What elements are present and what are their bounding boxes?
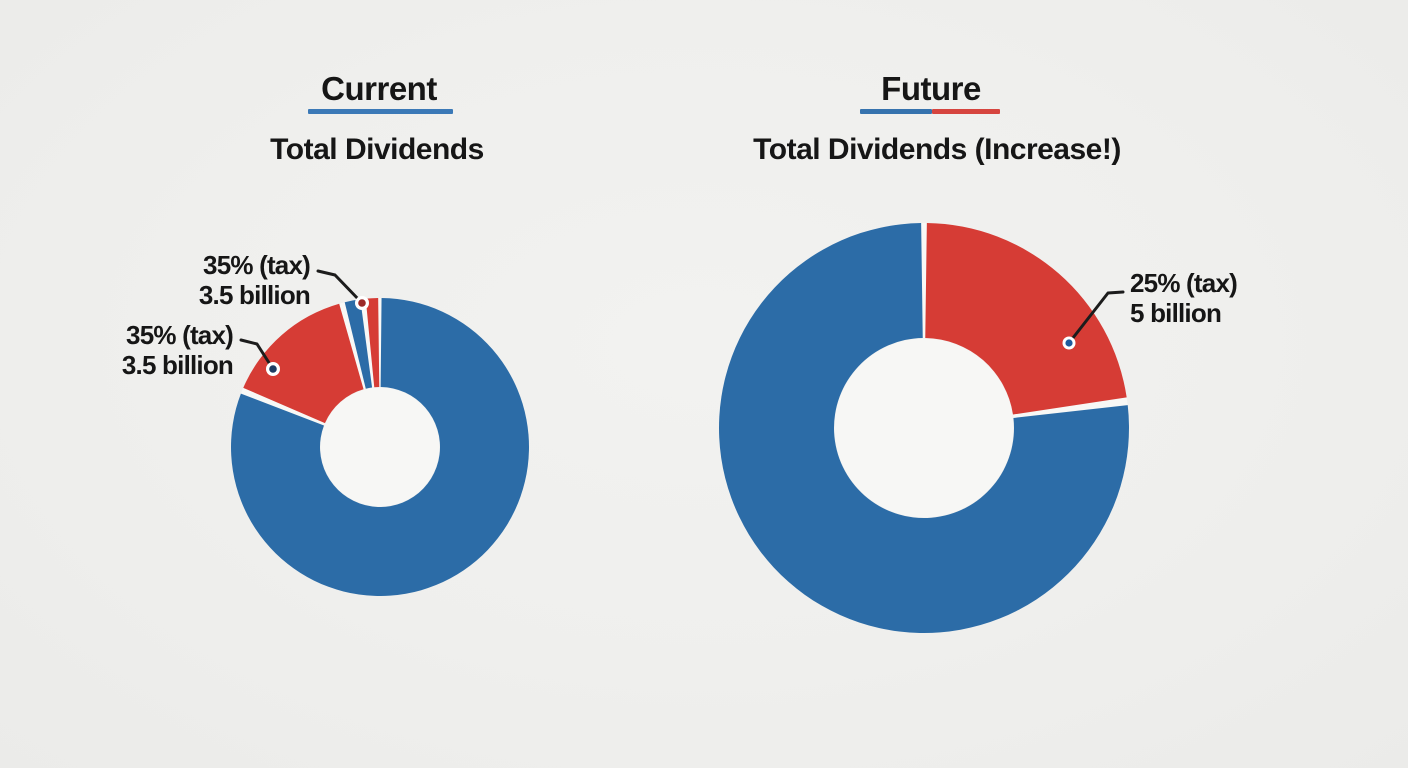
title-underline-segment [932,109,1000,114]
title-underline-segment [308,109,453,114]
callout-percent-line: 35% (tax) [203,250,311,280]
callout-amount-line: 5 billion [1130,298,1222,328]
callout-leader-line [239,338,275,371]
callout-current-tax-sliver: 35% (tax) 3.5 billion [110,250,311,310]
donut-slice-blue [344,299,373,389]
donut-slice-red [365,298,380,388]
callout-leader-line [316,269,364,305]
title-underline-segment [860,109,932,114]
callout-percent-line: 25% (tax) [1130,268,1238,298]
callout-dot [269,365,277,373]
current-chart-title: Current [321,70,437,107]
callout-current-tax-main: 35% (tax) 3.5 billion [33,320,234,380]
callout-future-tax: 25% (tax) 5 billion [1130,268,1238,328]
donut-hole [834,338,1014,518]
donut-slice-blue [719,223,1129,634]
callout-amount-line: 3.5 billion [121,350,234,380]
callout-amount-line: 3.5 billion [198,280,311,310]
donut-chart-future [718,109,1129,634]
donut-hole [320,387,440,507]
callout-leader-line [1067,290,1125,345]
future-chart-subtitle: Total Dividends (Increase!) [753,133,1121,166]
current-chart-subtitle: Total Dividends [270,133,484,166]
callout-dot [358,299,366,307]
donut-slice-red [925,223,1127,415]
donut-chart-current [230,109,529,596]
donut-slice-blue [230,298,529,596]
future-chart-title: Future [881,70,981,107]
donut-slice-red [243,303,364,424]
callout-dot [1065,339,1073,347]
callout-percent-line: 35% (tax) [126,320,234,350]
